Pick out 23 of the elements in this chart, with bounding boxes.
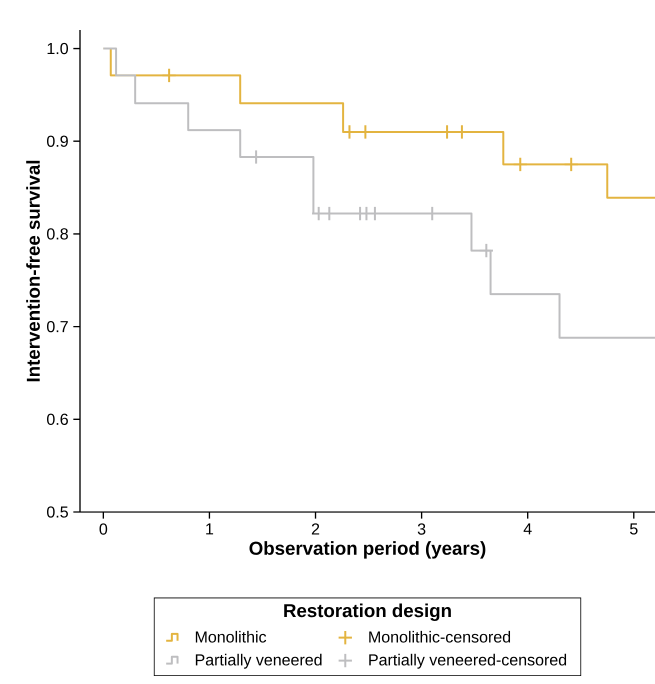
y-tick-label: 0.7 (47, 320, 68, 332)
legend-label: Monolithic (196, 630, 266, 643)
point (478, 242, 494, 258)
x-tick-label: 2 (312, 523, 320, 535)
x-tick-label: 1 (206, 523, 214, 534)
y-tick-label: 0.8 (47, 228, 68, 240)
y-tick-label: 0.6 (47, 414, 68, 425)
legend-label: Monolithic-censored (369, 630, 510, 643)
x-axis-title: Observation period (years) (250, 541, 486, 559)
x-tick-label: 0 (100, 523, 108, 535)
y-tick-label: 0.5 (47, 506, 68, 518)
legend-label: Partially veneered-censored (369, 654, 566, 669)
y-tick-label: 0.9 (47, 136, 68, 147)
y-axis-title: Intervention-free survival (26, 160, 40, 382)
legend-title: Restoration design (284, 604, 451, 621)
x-tick-label: 4 (524, 523, 532, 534)
x-tick-label: 5 (630, 523, 638, 535)
x-tick-label: 3 (418, 523, 426, 535)
legend-label: Partially veneered (196, 654, 322, 669)
point (512, 156, 528, 172)
point (564, 156, 579, 172)
point (161, 68, 177, 84)
y-tick-label: 1.0 (48, 42, 68, 54)
